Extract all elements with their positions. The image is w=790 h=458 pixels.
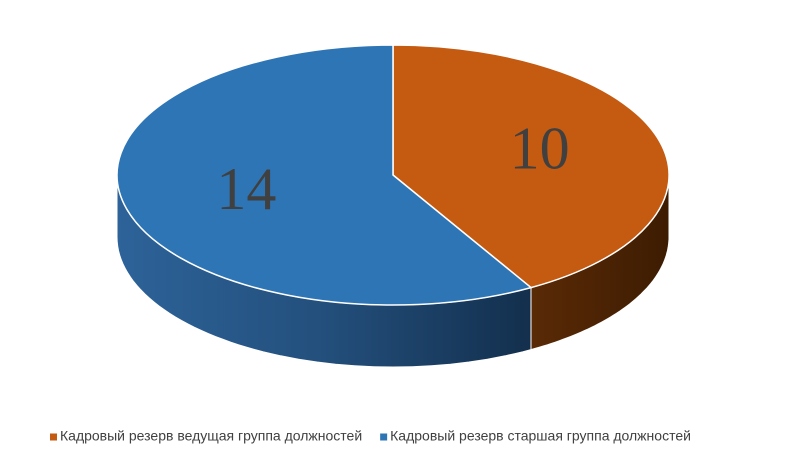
plot-area: 10 14 xyxy=(116,44,670,368)
legend: Кадровый резерв ведущая группа должносте… xyxy=(50,428,691,444)
value-label: 14 xyxy=(216,156,276,222)
value-label: 10 xyxy=(510,116,570,182)
pie-slice xyxy=(392,44,670,289)
legend-swatch xyxy=(380,433,388,441)
pie-slice xyxy=(116,44,533,306)
legend-swatch xyxy=(50,433,57,441)
legend-label: Кадровый резерв старшая группа должносте… xyxy=(390,428,691,444)
legend-label: Кадровый резерв ведущая группа должносте… xyxy=(60,428,362,444)
